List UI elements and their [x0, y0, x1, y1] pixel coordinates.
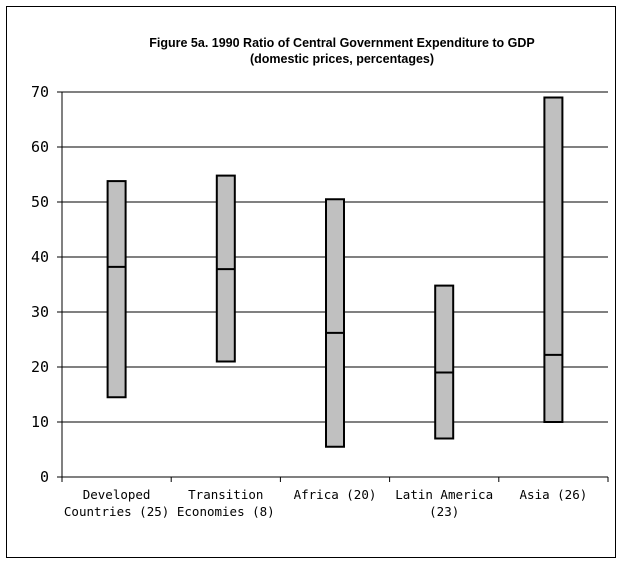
y-tick-label: 60	[31, 138, 49, 156]
chart-subtitle: (domestic prices, percentages)	[250, 52, 434, 66]
range-bar	[434, 284, 455, 440]
y-tick-label: 70	[31, 83, 49, 101]
category-label: (23)	[429, 504, 459, 519]
range-bar	[543, 96, 564, 423]
category-label: Transition	[188, 487, 263, 502]
y-tick-label: 40	[31, 248, 49, 266]
y-tick-label: 20	[31, 358, 49, 376]
category-label: Economies (8)	[177, 504, 275, 519]
range-bar	[325, 198, 345, 448]
chart-title: Figure 5a. 1990 Ratio of Central Governm…	[149, 36, 535, 50]
range-bar	[106, 180, 127, 399]
plot-area: 0 10 20 30 40 50 60 70 Developed Countries (25) Tr…	[31, 83, 609, 519]
category-label: Countries (25)	[64, 504, 169, 519]
category-label: Latin America	[395, 487, 493, 502]
y-tick-label: 0	[40, 468, 49, 486]
category-label: Africa (20)	[294, 487, 377, 502]
category-label: Developed	[83, 487, 151, 502]
y-tick-label: 10	[31, 413, 49, 431]
category-label: Asia (26)	[520, 487, 588, 502]
y-tick-label: 30	[31, 303, 49, 321]
y-tick-label: 50	[31, 193, 49, 211]
